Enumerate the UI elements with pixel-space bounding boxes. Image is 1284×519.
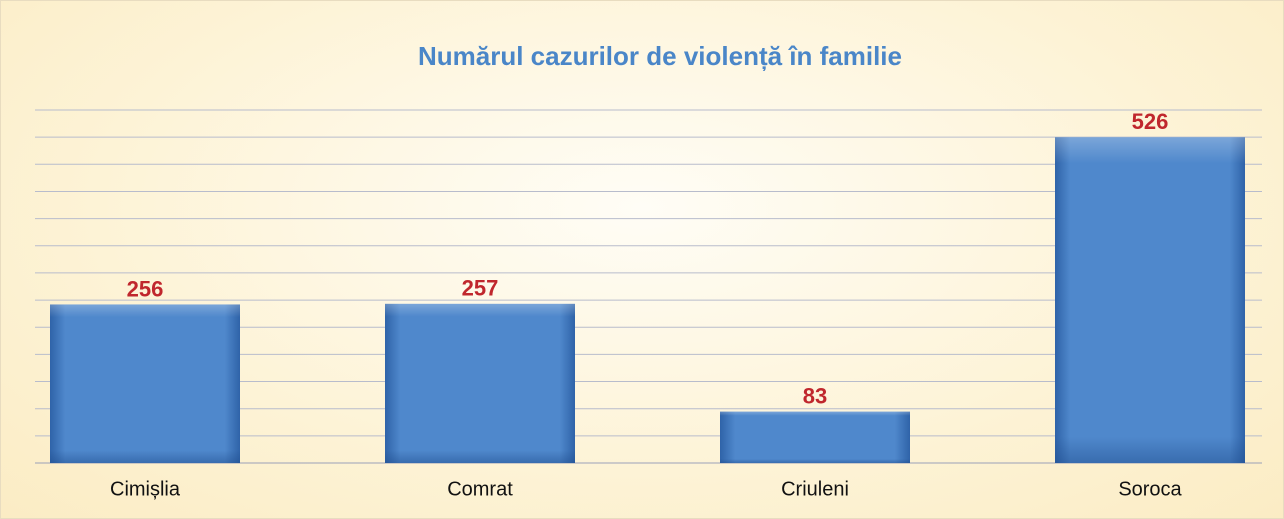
chart-title: Numărul cazurilor de violență în familie bbox=[418, 41, 902, 71]
x-tick-label: Soroca bbox=[1118, 478, 1182, 500]
data-label: 526 bbox=[1132, 109, 1169, 134]
bar-shade bbox=[1055, 137, 1245, 463]
data-label: 256 bbox=[127, 276, 164, 301]
x-tick-label: Comrat bbox=[447, 478, 513, 500]
data-label: 257 bbox=[462, 276, 499, 301]
bar-shade bbox=[385, 303, 575, 463]
bar-shade bbox=[720, 411, 910, 463]
data-label: 83 bbox=[803, 383, 827, 408]
x-tick-label: Cimișlia bbox=[110, 478, 181, 500]
bar-shade bbox=[50, 304, 240, 463]
x-tick-label: Criuleni bbox=[781, 478, 849, 500]
